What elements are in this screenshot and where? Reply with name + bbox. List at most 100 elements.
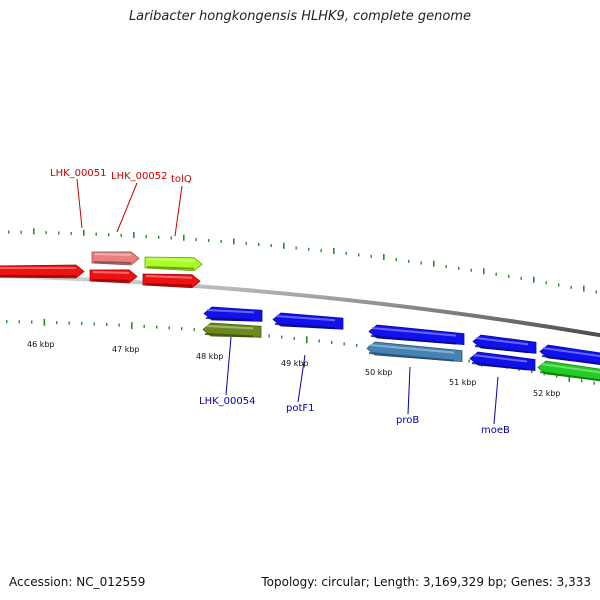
outer-tick-track <box>8 228 597 294</box>
gene-arrow[interactable] <box>539 344 600 366</box>
gene-track <box>0 251 600 382</box>
tick-mark <box>83 229 85 236</box>
tick-mark <box>458 266 460 270</box>
gene-arrow[interactable] <box>537 360 600 382</box>
gene-arrow-highlight <box>475 337 529 346</box>
tick-mark <box>45 231 47 235</box>
tick-mark <box>318 339 320 343</box>
gene-arrow[interactable] <box>144 256 203 272</box>
gene-arrow-shadow <box>471 362 528 371</box>
tick-mark <box>370 254 372 258</box>
gene-arrow-shadow <box>204 333 254 338</box>
tick-mark <box>58 231 60 235</box>
gene-arrow[interactable] <box>368 324 465 346</box>
tick-mark <box>356 343 358 347</box>
tick-mark <box>268 334 270 338</box>
tick-mark <box>233 238 235 245</box>
tick-mark <box>20 230 22 234</box>
tick-mark <box>433 260 435 267</box>
gene-arrow[interactable] <box>0 264 85 279</box>
gene-label[interactable]: moeB <box>481 425 510 436</box>
tick-mark <box>158 235 160 239</box>
gene-arrow[interactable] <box>91 251 140 266</box>
kbp-scale-label: 47 kbp <box>112 345 140 354</box>
tick-mark <box>383 254 385 260</box>
gene-arrow-shadow <box>541 355 600 366</box>
gene-label-leader <box>225 336 232 396</box>
tick-mark <box>558 283 560 287</box>
gene-label[interactable]: LHK_00052 <box>111 171 167 182</box>
tick-mark <box>508 274 510 278</box>
gene-arrow-highlight <box>205 325 254 330</box>
page-title: Laribacter hongkongensis HLHK9, complete… <box>128 9 472 24</box>
genome-backbone <box>0 274 600 338</box>
gene-arrow-shadow <box>205 317 255 322</box>
tick-mark <box>295 246 297 250</box>
gene-label[interactable]: LHK_00051 <box>50 168 106 179</box>
gene-arrow-shadow <box>144 283 193 287</box>
tick-mark <box>31 320 33 324</box>
gene-arrow[interactable] <box>203 306 263 322</box>
gene-arrow[interactable] <box>472 334 537 354</box>
tick-mark <box>556 374 558 378</box>
gene-arrow[interactable] <box>142 273 201 289</box>
gene-arrow[interactable] <box>202 322 262 338</box>
tick-mark <box>56 321 58 325</box>
gene-arrow[interactable] <box>366 341 463 363</box>
tick-mark <box>8 230 10 234</box>
tick-mark <box>358 253 360 257</box>
tick-mark <box>595 290 597 294</box>
tick-mark <box>581 379 583 383</box>
gene-arrow-shadow <box>368 352 455 362</box>
gene-label[interactable]: tolQ <box>171 174 192 185</box>
tick-mark <box>583 285 585 292</box>
tick-mark <box>95 232 97 236</box>
gene-arrow-shadow <box>146 266 195 270</box>
gene-arrow-highlight <box>542 347 600 358</box>
kbp-scale-label: 51 kbp <box>449 378 477 387</box>
tick-mark <box>118 323 120 327</box>
tick-mark <box>220 239 222 243</box>
gene-arrow-shadow <box>370 335 457 345</box>
gene-label-leader <box>493 376 499 425</box>
gene-arrow-highlight <box>147 258 195 262</box>
label-leaders <box>76 178 499 425</box>
gene-label-leader <box>116 182 138 233</box>
tick-mark <box>306 336 308 344</box>
gene-label-leader <box>76 178 83 229</box>
gene-arrow[interactable] <box>469 351 536 371</box>
gene-arrow-highlight <box>275 315 336 322</box>
gene-arrow[interactable] <box>89 269 138 284</box>
tick-mark <box>395 258 397 262</box>
gene-arrow-highlight <box>371 327 457 337</box>
kbp-scale-label: 50 kbp <box>365 368 393 377</box>
tick-mark <box>568 374 571 382</box>
genome-summary: Topology: circular; Length: 3,169,329 bp… <box>261 575 591 589</box>
tick-mark <box>281 335 283 339</box>
tick-mark <box>106 323 108 326</box>
gene-arrow-highlight <box>145 275 193 279</box>
tick-mark <box>168 326 170 330</box>
gene-arrow-highlight <box>472 354 528 363</box>
tick-mark <box>70 231 72 235</box>
tick-mark <box>193 328 195 332</box>
tick-mark <box>495 272 497 276</box>
tick-mark <box>68 321 70 325</box>
tick-mark <box>308 247 310 251</box>
kbp-scale-label: 46 kbp <box>27 340 55 349</box>
gene-label[interactable]: LHK_00054 <box>199 396 255 407</box>
gene-arrow-shadow <box>539 371 600 382</box>
tick-mark <box>93 322 95 326</box>
gene-arrow-shadow <box>274 323 336 330</box>
gene-label[interactable]: potF1 <box>286 403 315 414</box>
gene-arrow[interactable] <box>272 312 344 330</box>
tick-mark <box>6 320 8 324</box>
gene-arrow-shadow <box>474 345 529 354</box>
tick-mark <box>18 320 20 324</box>
tick-mark <box>343 342 345 346</box>
tick-mark <box>43 318 46 326</box>
inner-tick-track <box>6 318 595 385</box>
gene-label[interactable]: proB <box>396 415 419 426</box>
gene-label-leader <box>297 354 306 403</box>
tick-mark <box>33 228 35 235</box>
